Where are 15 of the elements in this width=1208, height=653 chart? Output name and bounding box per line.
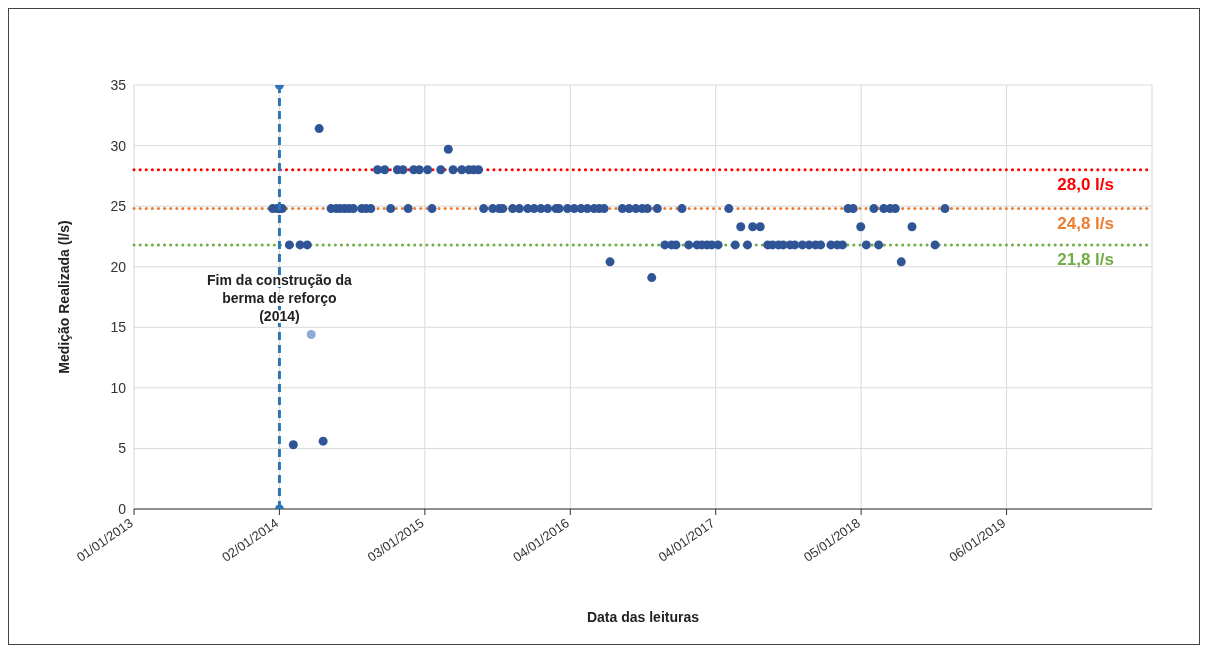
y-tick-label: 10 xyxy=(110,379,127,396)
y-tick-label: 30 xyxy=(110,137,127,154)
y-tick-label: 5 xyxy=(118,440,127,457)
y-tick-label: 20 xyxy=(110,258,127,275)
ref-line-label: 28,0 l/s xyxy=(1057,174,1114,194)
point xyxy=(306,330,316,340)
y-tick-label: 15 xyxy=(110,319,127,336)
ref-line-label: 21,8 l/s xyxy=(1057,249,1114,269)
ref-line-label: 24,8 l/s xyxy=(1057,213,1114,233)
y-tick-label: 35 xyxy=(110,76,127,93)
y-tick-label: 25 xyxy=(110,198,127,215)
x-axis-title: Data das leituras xyxy=(586,609,700,625)
y-tick-label: 0 xyxy=(118,500,127,517)
y-axis-title: Medição Realizada (l/s) xyxy=(55,220,72,374)
annotation: Fim da construção da berma de reforço (2014) xyxy=(207,271,352,324)
